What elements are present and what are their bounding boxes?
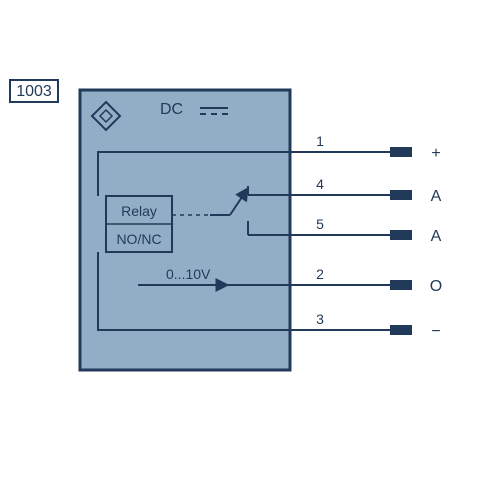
terminal-mark-pin3: − <box>431 323 440 340</box>
dc-label: DC <box>160 101 183 118</box>
device-outline <box>80 90 290 370</box>
pin-number-pin4: 4 <box>316 176 324 192</box>
terminal-mark-pin2: O <box>430 278 442 295</box>
terminal-mark-pin5: A <box>431 228 442 245</box>
relay-mode-label: NO/NC <box>116 231 161 247</box>
pin-number-pin3: 3 <box>316 311 324 327</box>
terminal-mark-pin1: + <box>431 145 440 162</box>
terminal-pad-pin2 <box>390 280 412 290</box>
terminal-mark-pin4: A <box>431 188 442 205</box>
id-tag-text: 1003 <box>16 83 52 100</box>
relay-label: Relay <box>121 203 157 219</box>
pin-number-pin5: 5 <box>316 216 324 232</box>
pin-number-pin1: 1 <box>316 133 324 149</box>
terminal-pad-pin5 <box>390 230 412 240</box>
analog-label: 0...10V <box>166 266 211 282</box>
terminal-pad-pin3 <box>390 325 412 335</box>
terminal-pad-pin1 <box>390 147 412 157</box>
pin-number-pin2: 2 <box>316 266 324 282</box>
terminal-pad-pin4 <box>390 190 412 200</box>
